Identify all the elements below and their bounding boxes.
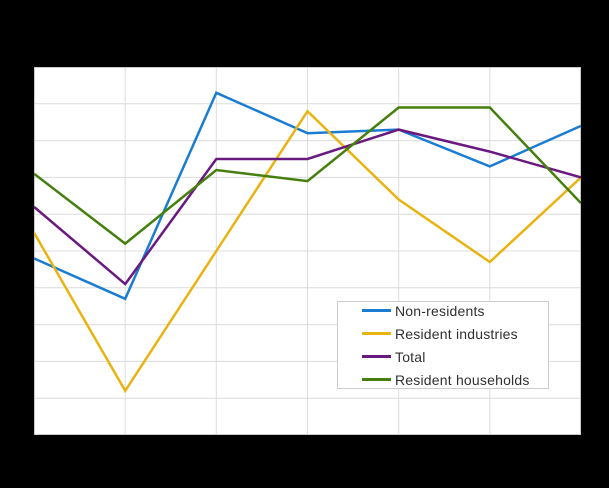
legend-swatch-total bbox=[362, 355, 391, 358]
legend-label-resident-industries: Resident industries bbox=[395, 325, 518, 342]
legend: Non-residents Resident industries Total … bbox=[337, 301, 549, 389]
line-chart-svg bbox=[32, 66, 582, 436]
legend-label-total: Total bbox=[395, 348, 426, 365]
legend-label-resident-households: Resident households bbox=[395, 371, 530, 388]
plot-area bbox=[32, 66, 582, 436]
legend-item-resident-households[interactable]: Resident households bbox=[362, 372, 548, 388]
legend-swatch-non-residents bbox=[362, 309, 391, 312]
legend-item-non-residents[interactable]: Non-residents bbox=[362, 303, 548, 319]
legend-item-resident-industries[interactable]: Resident industries bbox=[362, 326, 548, 342]
legend-item-total[interactable]: Total bbox=[362, 349, 548, 365]
legend-swatch-resident-households bbox=[362, 378, 391, 381]
legend-swatch-resident-industries bbox=[362, 332, 391, 335]
legend-label-non-residents: Non-residents bbox=[395, 302, 485, 319]
